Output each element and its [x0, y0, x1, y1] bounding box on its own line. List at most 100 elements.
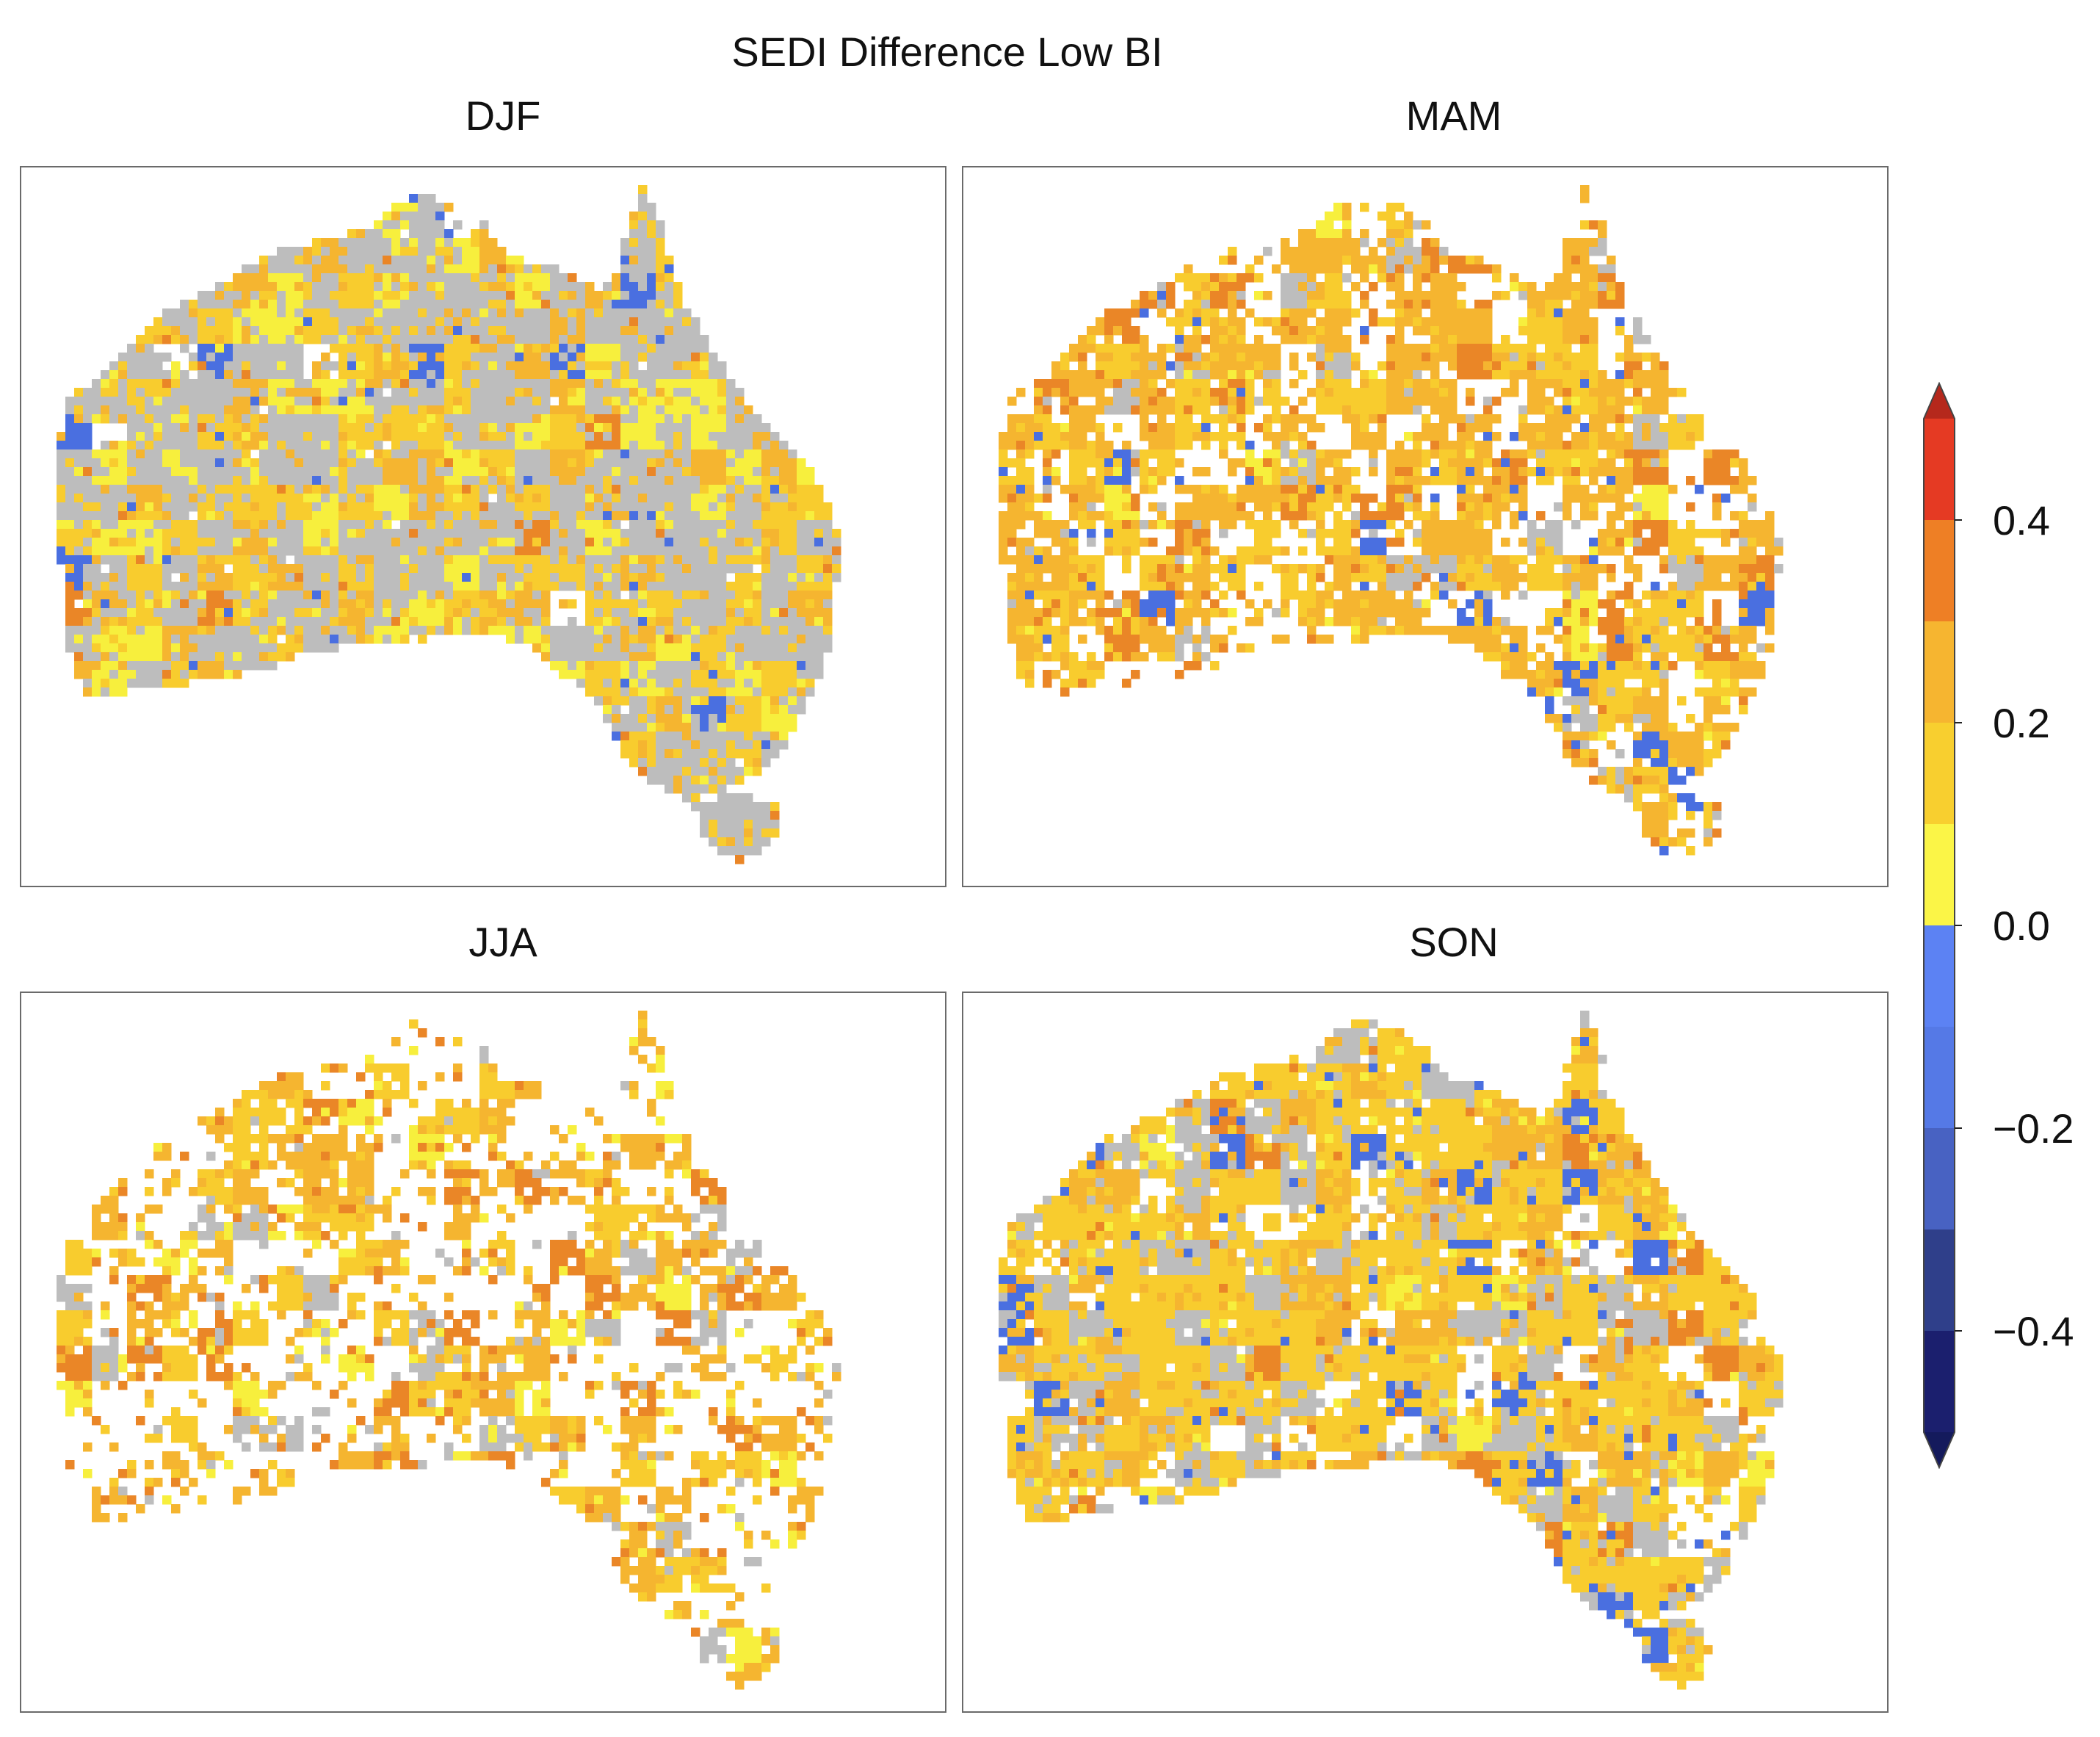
map-cell-yellow: [1501, 361, 1510, 371]
map-cell-yellow: [1113, 423, 1123, 433]
map-cell-light_yellow: [277, 405, 286, 415]
map-cell-grey: [665, 784, 674, 794]
map-cell-grey: [761, 802, 771, 812]
map-cell-light_yellow: [612, 538, 621, 547]
map-cell-grey: [277, 502, 286, 512]
map-cell-grey: [682, 582, 692, 591]
map-cell-light_yellow: [286, 379, 295, 389]
map-cell-grey: [620, 247, 630, 256]
map-cell-light_yellow: [453, 555, 463, 565]
map-cell-yellow: [1201, 291, 1211, 300]
map-cell-yellow: [347, 564, 357, 574]
map-cell-light_yellow: [612, 353, 621, 362]
map-cell-yellow: [488, 555, 498, 565]
map-cell-gold: [1263, 353, 1272, 362]
map-cell-yellow: [647, 643, 656, 653]
map-cell-yellow: [127, 555, 137, 565]
map-cell-gold: [189, 643, 198, 653]
map-cell-gold: [594, 582, 604, 591]
map-cell-yellow: [1386, 203, 1396, 212]
map-cell-grey: [524, 414, 533, 424]
map-cell-yellow: [383, 361, 392, 371]
map-cell-yellow: [814, 555, 824, 565]
map-cell-light_yellow: [268, 300, 278, 309]
map-cell-grey: [656, 626, 665, 635]
map-cell-gold: [1404, 212, 1413, 221]
map-cell-grey: [691, 617, 700, 626]
map-cell-grey: [585, 326, 595, 336]
map-cell-grey: [788, 555, 797, 565]
map-cell-gold: [1448, 397, 1458, 406]
map-cell-light_yellow: [673, 397, 683, 406]
map-cell-gold: [453, 397, 463, 406]
map-cell-grey: [180, 494, 189, 503]
map-cell-yellow: [559, 432, 568, 441]
map-cell-grey: [656, 661, 665, 671]
map-cell-gold: [409, 511, 419, 521]
map-cell-gold: [1192, 308, 1202, 318]
map-cell-yellow: [532, 538, 542, 547]
map-cell-orange: [1448, 256, 1458, 265]
map-cell-gold: [594, 494, 604, 503]
map-cell-grey: [779, 564, 789, 574]
map-cell-light_yellow: [356, 405, 366, 415]
map-cell-light_yellow: [400, 494, 410, 503]
map-cell-blue: [559, 361, 568, 371]
map-cell-gold: [559, 476, 568, 485]
map-cell-orange: [1122, 335, 1132, 344]
map-cell-gold: [242, 538, 251, 547]
map-cell-grey: [198, 379, 207, 389]
map-cell-grey: [409, 626, 419, 635]
map-cell-gold: [242, 405, 251, 415]
map-cell-light_yellow: [682, 635, 692, 644]
map-cell-gold: [1192, 344, 1202, 353]
map-cell-light_yellow: [400, 220, 410, 230]
map-cell-grey: [374, 573, 383, 582]
map-cell-grey: [638, 256, 648, 265]
map-cell-grey: [153, 449, 163, 459]
map-cell-grey: [638, 370, 648, 380]
map-cell-yellow: [761, 538, 771, 547]
map-cell-grey: [400, 212, 410, 221]
map-cell-yellow: [435, 247, 445, 256]
map-cell-yellow: [1104, 370, 1114, 380]
map-cell-yellow: [215, 308, 225, 318]
map-cell-gold: [1333, 308, 1343, 318]
map-cell-yellow: [541, 582, 551, 591]
map-cell-grey: [242, 652, 251, 662]
map-cell-grey: [479, 529, 489, 538]
map-cell-grey: [761, 732, 771, 741]
map-cell-gold: [735, 643, 745, 653]
map-cell-grey: [180, 608, 189, 618]
map-cell-gold: [1466, 423, 1475, 433]
map-cell-grey: [162, 502, 172, 512]
map-cell-grey: [515, 317, 524, 327]
map-cell-grey: [1342, 353, 1352, 362]
map-cell-grey: [576, 502, 586, 512]
map-cell-grey: [665, 555, 674, 565]
map-cell-orange: [312, 397, 322, 406]
map-cell-light_yellow: [400, 626, 410, 635]
map-cell-gold: [673, 696, 683, 706]
map-cell-yellow: [735, 696, 745, 706]
map-cell-grey: [576, 546, 586, 556]
map-cell-orange: [1474, 361, 1484, 371]
map-cell-grey: [171, 494, 181, 503]
map-cell-yellow: [620, 749, 630, 759]
map-cell-grey: [250, 370, 260, 380]
map-cell-yellow: [162, 494, 172, 503]
map-cell-gold: [479, 617, 489, 626]
map-cell-gold: [805, 608, 815, 618]
map-cell-gold: [277, 626, 286, 635]
map-cell-yellow: [1333, 300, 1343, 309]
map-cell-yellow: [594, 679, 604, 688]
map-cell-grey: [127, 458, 137, 468]
map-cell-gold: [1316, 282, 1325, 292]
map-cell-grey: [709, 520, 718, 530]
map-cell-light_yellow: [268, 317, 278, 327]
map-cell-gold: [83, 670, 93, 679]
map-cell-grey: [198, 529, 207, 538]
map-cell-grey: [365, 238, 374, 248]
map-cell-grey: [418, 317, 427, 327]
map-cell-blue: [65, 423, 75, 433]
